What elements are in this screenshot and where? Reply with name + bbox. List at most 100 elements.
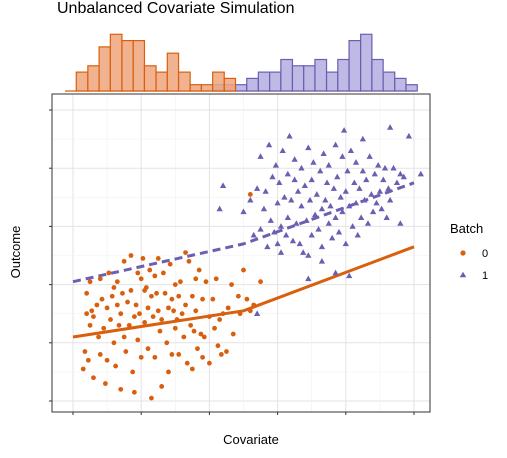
data-point-batch-0 xyxy=(97,352,103,357)
data-point-batch-1 xyxy=(417,170,424,177)
data-point-batch-1 xyxy=(277,249,285,255)
data-point-batch-0 xyxy=(191,328,197,334)
histogram-bar-batch1 xyxy=(246,77,259,92)
data-point-batch-0 xyxy=(135,270,141,276)
data-point-batch-1 xyxy=(216,205,223,212)
data-point-batch-1 xyxy=(329,234,336,241)
data-point-batch-0 xyxy=(176,293,182,299)
data-point-batch-1 xyxy=(358,214,365,220)
data-point-batch-1 xyxy=(271,228,278,235)
data-point-batch-1 xyxy=(274,199,281,206)
data-point-batch-0 xyxy=(166,305,171,311)
data-point-batch-0 xyxy=(229,282,234,287)
data-point-batch-0 xyxy=(183,302,188,308)
data-point-batch-0 xyxy=(258,279,263,285)
data-point-batch-0 xyxy=(89,308,95,314)
data-point-batch-1 xyxy=(315,226,322,232)
data-point-batch-0 xyxy=(155,256,161,261)
data-point-batch-1 xyxy=(373,199,380,206)
histogram-bar-batch1 xyxy=(234,84,248,92)
histogram-bar-batch1 xyxy=(348,39,362,92)
data-point-batch-1 xyxy=(305,252,312,258)
data-point-batch-0 xyxy=(108,317,113,322)
data-point-batch-1 xyxy=(347,147,355,154)
data-point-batch-0 xyxy=(140,256,146,261)
data-point-batch-1 xyxy=(254,310,261,317)
data-point-batch-0 xyxy=(84,311,90,317)
data-point-batch-0 xyxy=(145,346,151,352)
data-point-batch-0 xyxy=(184,360,190,366)
data-point-batch-1 xyxy=(311,211,319,218)
data-point-batch-1 xyxy=(322,196,329,203)
panel-background xyxy=(52,94,430,412)
data-point-batch-0 xyxy=(160,270,166,276)
data-point-batch-1 xyxy=(393,179,401,186)
data-point-batch-1 xyxy=(317,167,324,174)
data-point-batch-1 xyxy=(405,132,413,139)
histogram-bar-batch0 xyxy=(132,39,146,92)
data-point-batch-0 xyxy=(91,375,96,381)
data-point-batch-1 xyxy=(339,153,346,159)
trend-lines xyxy=(72,181,415,339)
data-point-batch-1 xyxy=(262,188,269,194)
histogram-bar-batch0 xyxy=(121,39,134,92)
data-point-batch-0 xyxy=(200,354,205,360)
data-point-batch-1 xyxy=(320,150,327,156)
data-point-batch-1 xyxy=(397,220,404,226)
data-point-batch-1 xyxy=(330,185,337,191)
histogram-bar-batch0 xyxy=(109,33,123,92)
data-point-batch-1 xyxy=(371,170,378,177)
histogram-bar-batch0 xyxy=(189,84,203,92)
data-point-batch-0 xyxy=(203,279,209,285)
data-point-batch-1 xyxy=(286,132,293,139)
histogram-bar-batch1 xyxy=(257,71,271,92)
data-point-batch-0 xyxy=(159,384,165,389)
data-point-batch-0 xyxy=(123,349,129,354)
data-point-batch-0 xyxy=(176,352,182,357)
data-point-batch-0 xyxy=(172,325,178,331)
histogram-bar-batch1 xyxy=(325,71,339,92)
data-point-batch-1 xyxy=(323,179,331,186)
data-point-batch-1 xyxy=(305,144,312,151)
data-point-batch-0 xyxy=(118,386,124,392)
data-point-batch-1 xyxy=(368,191,375,197)
data-point-batch-0 xyxy=(121,258,127,264)
histogram-bar-batch0 xyxy=(212,71,225,92)
data-point-batch-1 xyxy=(375,161,382,168)
histogram-bar-batch1 xyxy=(337,58,350,92)
panel-border xyxy=(51,93,431,413)
data-point-batch-1 xyxy=(378,205,385,212)
histogram-bar-batch0 xyxy=(155,71,168,92)
data-points xyxy=(80,124,424,401)
data-point-batch-0 xyxy=(135,337,141,343)
data-point-batch-0 xyxy=(196,267,202,273)
data-point-batch-0 xyxy=(155,308,161,314)
data-point-batch-0 xyxy=(106,270,112,276)
data-point-batch-1 xyxy=(267,217,274,223)
data-point-batch-0 xyxy=(99,296,105,302)
histogram-bar-batch0 xyxy=(223,77,237,92)
data-point-batch-0 xyxy=(198,331,204,337)
data-point-batch-1 xyxy=(346,202,353,209)
data-point-batch-1 xyxy=(334,173,341,180)
data-point-batch-1 xyxy=(257,153,264,159)
data-point-batch-0 xyxy=(138,276,144,282)
data-point-batch-1 xyxy=(380,176,387,183)
marginal-histogram xyxy=(65,33,418,92)
data-point-batch-1 xyxy=(291,176,298,183)
data-point-batch-0 xyxy=(235,293,241,299)
data-point-batch-0 xyxy=(138,354,144,360)
data-point-batch-1 xyxy=(332,141,339,148)
data-point-batch-1 xyxy=(308,176,315,183)
data-point-batch-1 xyxy=(325,220,332,226)
histogram-bar-batch1 xyxy=(394,77,407,92)
data-point-batch-0 xyxy=(133,302,139,308)
data-point-batch-0 xyxy=(195,346,200,352)
data-point-batch-1 xyxy=(346,272,353,279)
data-point-batch-0 xyxy=(114,279,120,285)
data-point-batch-1 xyxy=(349,223,356,229)
data-point-batch-0 xyxy=(181,334,187,340)
data-point-batch-0 xyxy=(172,282,178,287)
histogram-bar-batch1 xyxy=(303,65,316,92)
data-point-batch-0 xyxy=(87,279,93,285)
